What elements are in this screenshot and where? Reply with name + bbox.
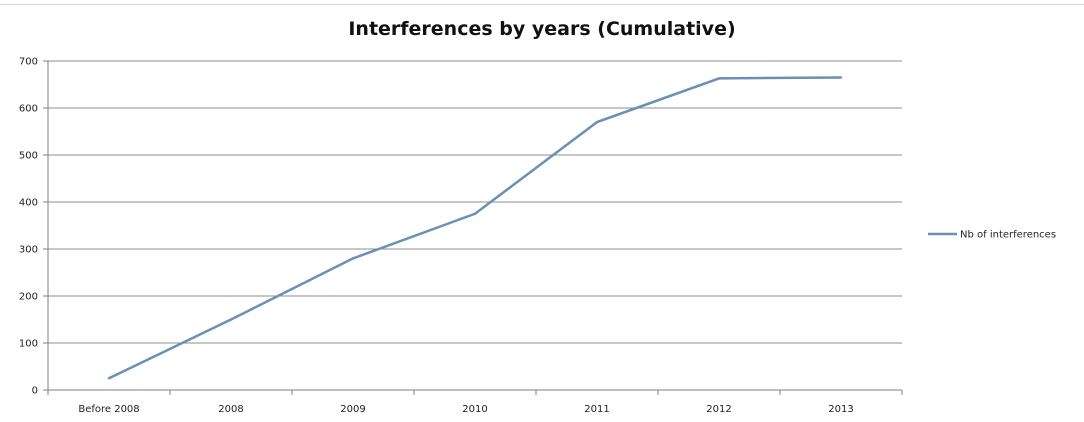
x-tick-label: 2013: [828, 404, 853, 415]
data-point: [717, 77, 721, 80]
x-axis-ticks: Before 2008 2008 2009 2010 2011 2012 2013: [78, 404, 853, 415]
y-tick-label: 400: [19, 198, 38, 209]
x-tick-label: 2011: [584, 404, 609, 415]
legend-label: Nb of interferences: [960, 230, 1056, 241]
x-tick-label: 2012: [706, 404, 731, 415]
y-axis-ticks: 0 100 200 300 400 500 600 700: [19, 57, 38, 397]
y-tick-label: 700: [19, 57, 38, 68]
data-point: [229, 318, 233, 321]
chart-frame: [0, 4, 1084, 422]
data-point: [473, 212, 477, 215]
y-tick-label: 600: [19, 104, 38, 115]
gridlines: [43, 60, 903, 395]
x-tick-label: Before 2008: [78, 404, 139, 415]
y-tick-label: 500: [19, 151, 38, 162]
data-point: [107, 377, 111, 380]
x-tick-label: 2010: [462, 404, 487, 415]
y-tick-label: 200: [19, 292, 38, 303]
x-tick-label: 2008: [218, 404, 243, 415]
data-point: [595, 120, 599, 124]
x-tick-label: 2009: [340, 404, 365, 415]
legend: Nb of interferences: [928, 230, 1056, 241]
y-tick-label: 100: [19, 339, 38, 350]
data-point: [839, 76, 843, 79]
series-lines: [107, 76, 843, 380]
y-tick-label: 300: [19, 245, 38, 256]
y-tick-label: 0: [32, 386, 38, 397]
chart-title: Interferences by years (Cumulative): [348, 18, 736, 40]
series-line: [108, 76, 842, 380]
data-point: [351, 257, 355, 260]
